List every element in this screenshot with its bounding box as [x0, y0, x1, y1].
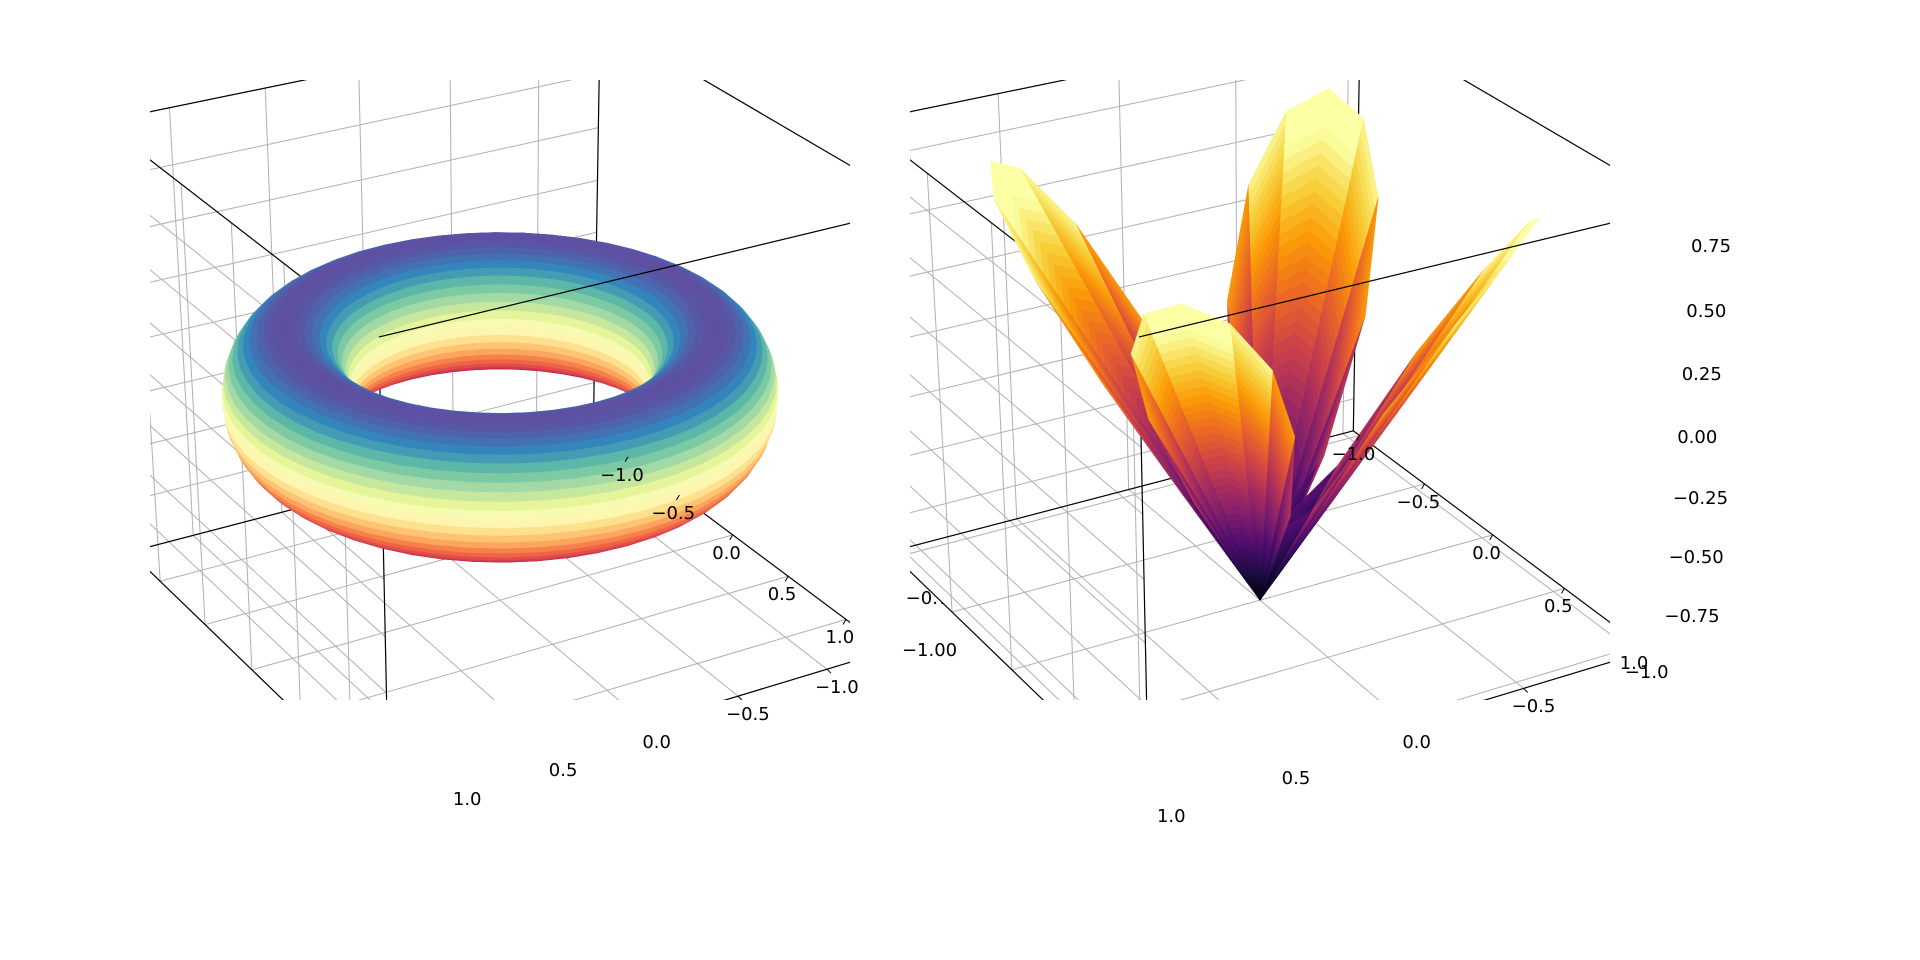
x-tick-label: −0.5 [1397, 492, 1441, 513]
z-tick-label: 0.50 [1686, 301, 1726, 322]
y-tick-label: 0.0 [642, 732, 671, 753]
y-tick-label: −0.5 [1512, 696, 1556, 717]
x-tick-label: 0.0 [712, 543, 741, 564]
z-tick-label: −0.75 [1664, 606, 1719, 627]
figure: −1.00−0.75−0.50−0.250.000.250.500.751.00… [0, 0, 1920, 960]
x-tick-label: −1.0 [1332, 444, 1376, 465]
y-tick-label: 0.5 [1282, 768, 1311, 789]
y-tick-label: 0.5 [549, 760, 578, 781]
z-tick-label: 0.00 [1677, 427, 1717, 448]
x-tick-label: 0.5 [768, 584, 797, 605]
axes3d-calyx [910, 80, 1610, 700]
y-tick-label: −0.5 [726, 704, 770, 725]
y-tick-label: 1.0 [453, 789, 482, 810]
z-tick-label: 0.75 [1691, 236, 1731, 257]
y-tick-label: −1.0 [1625, 662, 1669, 683]
x-tick-label: −1.0 [600, 465, 644, 486]
x-tick-label: 0.5 [1544, 596, 1573, 617]
panel-calyx: −0.75−0.50−0.250.000.250.500.75−1.0−0.50… [910, 80, 1610, 700]
axes3d-torus [150, 80, 850, 700]
y-tick-label: −1.0 [815, 677, 859, 698]
x-tick-label: 0.0 [1472, 543, 1501, 564]
x-tick-label: 1.0 [826, 627, 855, 648]
y-tick-label: 0.0 [1402, 732, 1431, 753]
panel-torus: −1.00−0.75−0.50−0.250.000.250.500.751.00… [150, 80, 850, 700]
z-tick-label: −0.25 [1673, 488, 1728, 509]
x-tick-label: −0.5 [651, 503, 695, 524]
z-tick-label: 0.25 [1682, 364, 1722, 385]
z-tick-label: −0.50 [1669, 547, 1724, 568]
y-tick-label: 1.0 [1157, 806, 1186, 827]
